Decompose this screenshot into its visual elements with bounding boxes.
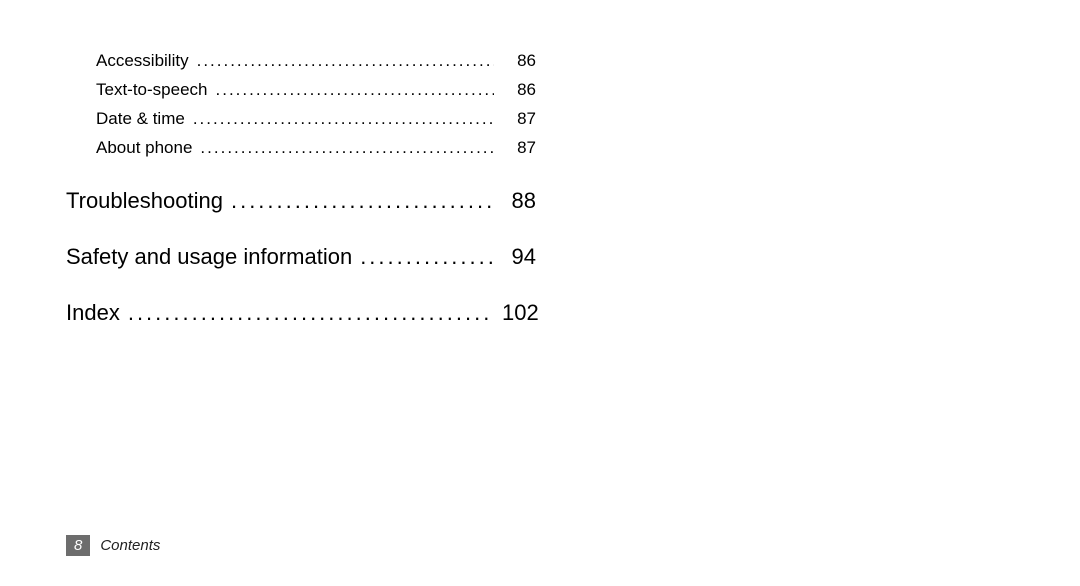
toc-sub-row: Accessibility ..........................…	[66, 52, 536, 69]
toc-sub-row: Text-to-speech .........................…	[66, 81, 536, 98]
toc-sub-label: Accessibility	[96, 52, 189, 69]
toc-sub-label: Date & time	[96, 110, 185, 127]
toc-content: Accessibility ..........................…	[66, 52, 536, 324]
dot-leader: ........................................…	[197, 52, 494, 69]
toc-main-page: 88	[502, 190, 536, 212]
toc-sub-page: 87	[502, 139, 536, 156]
toc-sub-row: About phone ............................…	[66, 139, 536, 156]
toc-main-label: Safety and usage information	[66, 246, 352, 268]
toc-sub-page: 87	[502, 110, 536, 127]
toc-sub-label: Text-to-speech	[96, 81, 208, 98]
dot-leader: ........................................…	[360, 246, 494, 268]
page-footer: 8 Contents	[66, 535, 160, 556]
dot-leader: ........................................…	[128, 302, 494, 324]
toc-sub-label: About phone	[96, 139, 192, 156]
toc-main-page: 102	[502, 302, 536, 324]
dot-leader: ........................................…	[231, 190, 494, 212]
dot-leader: ........................................…	[193, 110, 494, 127]
toc-main-label: Troubleshooting	[66, 190, 223, 212]
toc-main-row: Index ..................................…	[66, 302, 536, 324]
dot-leader: ........................................…	[200, 139, 494, 156]
page-number-badge: 8	[66, 535, 90, 556]
toc-main-row: Troubleshooting ........................…	[66, 190, 536, 212]
toc-sub-page: 86	[502, 81, 536, 98]
toc-page: Accessibility ..........................…	[0, 0, 1080, 586]
toc-sub-row: Date & time ............................…	[66, 110, 536, 127]
toc-main-label: Index	[66, 302, 120, 324]
toc-sub-page: 86	[502, 52, 536, 69]
footer-section-label: Contents	[100, 537, 160, 554]
dot-leader: ........................................…	[216, 81, 495, 98]
toc-main-row: Safety and usage information ...........…	[66, 246, 536, 268]
toc-main-page: 94	[502, 246, 536, 268]
